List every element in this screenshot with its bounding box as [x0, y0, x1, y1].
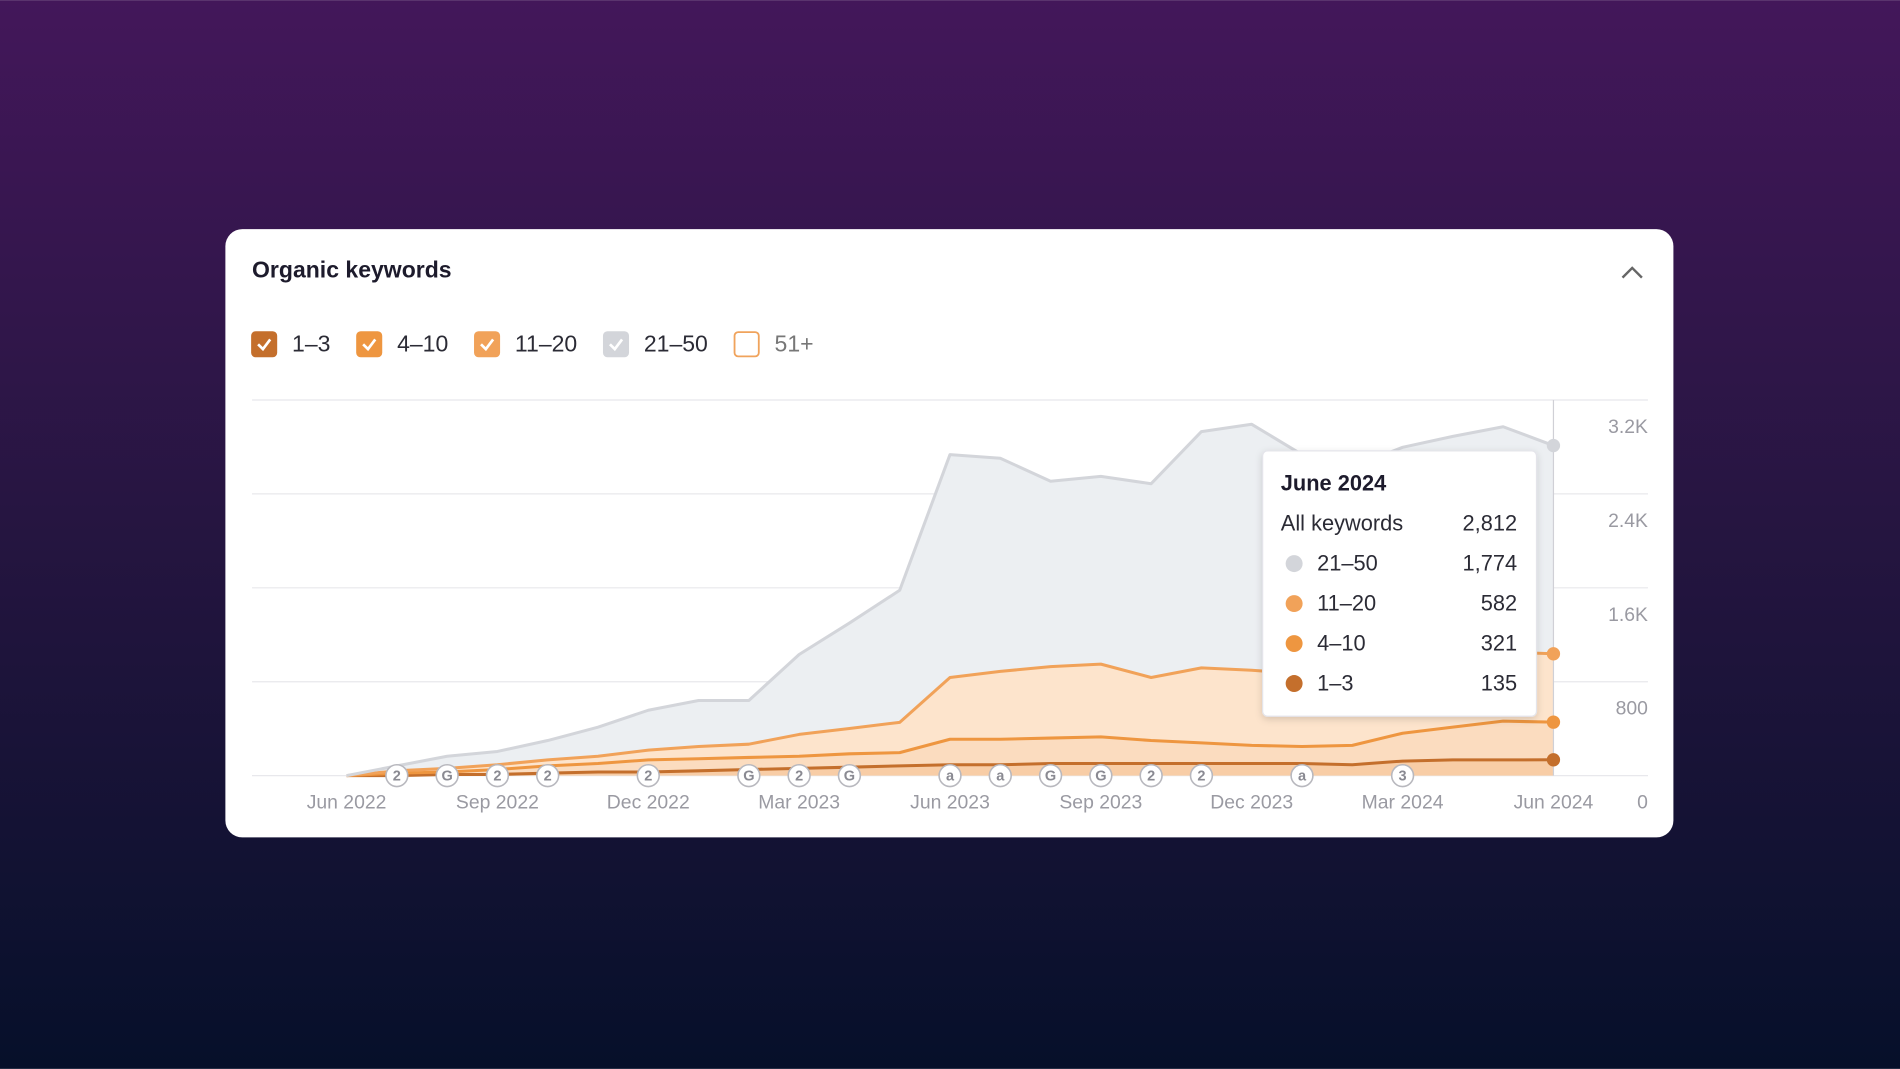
annotation-label: 3	[1399, 769, 1407, 785]
annotation-marker[interactable]	[536, 763, 560, 788]
annotation-label: G	[1095, 769, 1106, 785]
annotation-marker[interactable]	[787, 763, 811, 788]
tooltip-total-name: All keywords	[1281, 511, 1403, 536]
annotation-marker[interactable]	[938, 763, 962, 788]
x-tick-label: Sep 2022	[456, 792, 539, 814]
tooltip-row-value: 582	[1481, 591, 1517, 616]
card-title: Organic keywords	[252, 257, 452, 283]
x-tick-label: Sep 2023	[1059, 792, 1142, 814]
annotation-label: 2	[1197, 769, 1205, 785]
annotation-label: 2	[644, 769, 652, 785]
tooltip-row-value: 135	[1481, 671, 1517, 696]
annotation-marker[interactable]	[737, 763, 761, 788]
annotation-label: G	[743, 769, 754, 785]
check-mark	[480, 338, 495, 352]
check-mark	[257, 338, 272, 352]
legend-label: 51+	[775, 331, 814, 357]
end-point	[1546, 715, 1561, 729]
end-point	[1546, 753, 1561, 767]
legend-label: 1–3	[292, 331, 330, 357]
y-tick-label: 800	[1616, 698, 1649, 720]
tooltip-dot	[1285, 595, 1303, 613]
legend-checkbox[interactable]	[474, 331, 501, 358]
x-tick-label: Jun 2024	[1514, 792, 1594, 814]
annotation-marker[interactable]	[1290, 763, 1314, 788]
annotation-marker[interactable]	[1189, 763, 1214, 788]
tooltip-total: 2,812	[1463, 511, 1518, 536]
tooltip-dot	[1285, 635, 1303, 653]
area-fill	[346, 721, 1554, 776]
y-tick-label: 0	[1637, 792, 1648, 814]
check-mark	[362, 338, 377, 352]
annotation-label: G	[844, 769, 855, 785]
annotation-marker[interactable]	[988, 763, 1012, 788]
y-tick-label: 1.6K	[1608, 604, 1648, 626]
x-tick-label: Dec 2023	[1210, 792, 1293, 814]
tooltip-title: June 2024	[1281, 471, 1386, 496]
annotation-label: 2	[493, 769, 501, 785]
annotation-label: a	[1298, 769, 1307, 785]
annotation-marker[interactable]	[636, 763, 660, 788]
annotation-marker[interactable]	[435, 763, 459, 788]
legend-checkbox[interactable]	[733, 331, 760, 358]
x-tick-label: Jun 2022	[307, 792, 387, 814]
x-tick-label: Mar 2023	[758, 792, 840, 814]
legend-label: 21–50	[644, 331, 708, 357]
legend-checkbox[interactable]	[356, 331, 383, 358]
annotation-label: 2	[393, 769, 401, 785]
annotation-label: G	[441, 769, 452, 785]
x-tick-label: Jun 2023	[910, 792, 990, 814]
tooltip-row-value: 1,774	[1463, 551, 1518, 576]
end-point	[1546, 438, 1561, 453]
annotation-label: 2	[1147, 769, 1155, 785]
tooltip-dot	[1285, 675, 1303, 693]
tooltip-row-name: 1–3	[1317, 671, 1353, 696]
area-fill	[346, 424, 1554, 776]
annotation-label: 2	[544, 769, 552, 785]
tooltip-dot	[1285, 555, 1303, 573]
legend-checkbox[interactable]	[602, 331, 630, 358]
annotation-marker[interactable]	[1390, 763, 1415, 788]
collapse-button[interactable]	[1621, 266, 1643, 279]
check-mark	[608, 338, 624, 352]
tooltip	[1262, 450, 1538, 717]
annotation-marker[interactable]	[837, 763, 862, 788]
tooltip-row-name: 4–10	[1317, 631, 1366, 656]
x-tick-label: Mar 2024	[1362, 792, 1444, 814]
y-tick-label: 3.2K	[1608, 416, 1648, 438]
annotation-marker[interactable]	[485, 763, 510, 788]
x-tick-label: Dec 2022	[607, 792, 690, 814]
annotation-label: a	[946, 769, 955, 785]
y-tick-label: 2.4K	[1608, 510, 1648, 532]
legend-label: 11–20	[515, 331, 577, 357]
legend-checkbox[interactable]	[251, 331, 278, 358]
annotation-marker[interactable]	[385, 763, 409, 788]
annotation-marker[interactable]	[1139, 763, 1163, 788]
annotation-label: G	[1045, 769, 1056, 785]
legend-label: 4–10	[397, 331, 448, 357]
end-point	[1546, 647, 1561, 661]
tooltip-row-name: 11–20	[1317, 591, 1376, 616]
annotation-label: a	[996, 769, 1005, 785]
annotation-marker[interactable]	[1089, 763, 1113, 788]
tooltip-row-value: 321	[1481, 631, 1517, 656]
annotation-label: 2	[795, 769, 803, 785]
annotation-marker[interactable]	[1038, 763, 1063, 788]
tooltip-row-name: 21–50	[1317, 551, 1378, 576]
